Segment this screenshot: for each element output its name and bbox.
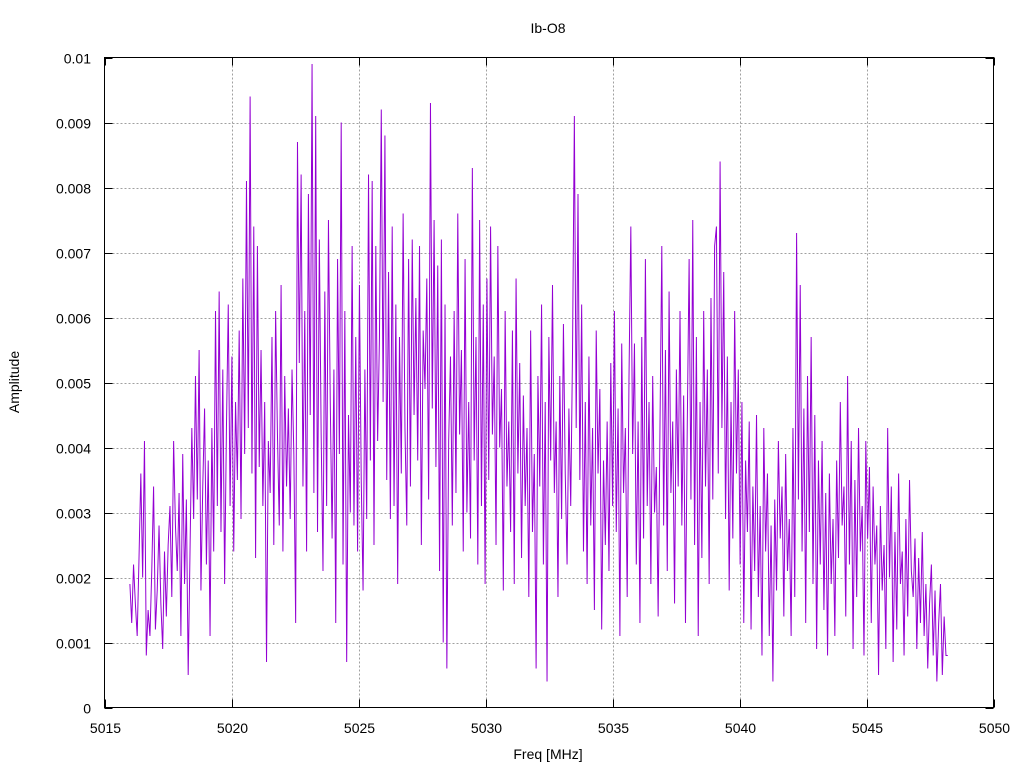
y-tick-label: 0.006: [56, 311, 91, 327]
y-tick-label: 0.001: [56, 636, 91, 652]
y-tick-label: 0.007: [56, 246, 91, 262]
y-tick-label: 0.008: [56, 181, 91, 197]
series-line-0: [129, 63, 948, 682]
x-tick-label: 5035: [598, 720, 629, 736]
x-tick-label: 5030: [471, 720, 502, 736]
x-axis-label: Freq [MHz]: [513, 746, 582, 762]
y-tick-label: 0.009: [56, 116, 91, 132]
y-tick-label: 0.005: [56, 376, 91, 392]
x-tick-label: 5040: [725, 720, 756, 736]
x-tick-label: 5045: [852, 720, 883, 736]
x-tick-label: 5050: [979, 720, 1010, 736]
x-tick-label: 5020: [217, 720, 248, 736]
y-axis-label: Amplitude: [6, 351, 22, 413]
x-tick-label: 5025: [344, 720, 375, 736]
y-tick-label: 0.002: [56, 571, 91, 587]
chart-title: Ib-O8: [530, 20, 565, 36]
y-tick-label: 0.003: [56, 506, 91, 522]
y-tick-label: 0.01: [64, 51, 91, 67]
series-layer: [129, 63, 948, 682]
x-tick-label: 5015: [90, 720, 121, 736]
plot-border: [104, 57, 994, 708]
y-tick-label: 0.004: [56, 441, 91, 457]
ticks: 5015 5020 5025 5030 5035 5040 5045 5050 0 0.001 0.…: [56, 51, 1010, 737]
y-tick-label: 0: [83, 701, 91, 717]
